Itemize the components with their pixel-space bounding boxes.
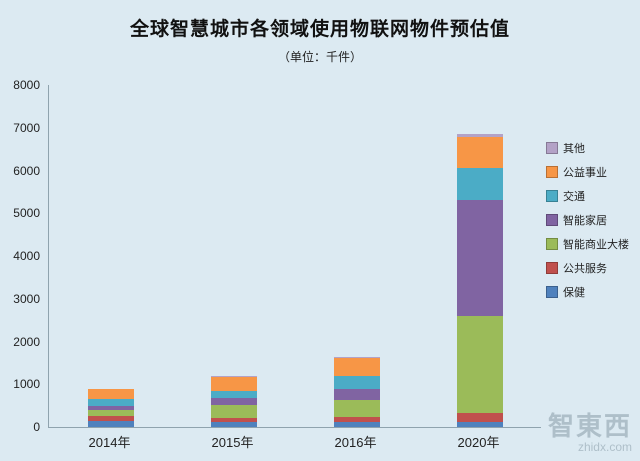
watermark: 智東西 zhidx.com [548, 413, 632, 453]
bar-segment-公共服务 [210, 417, 257, 422]
legend-item: 交通 [546, 188, 638, 204]
bar-segment-智能商业大楼 [210, 404, 257, 418]
legend-item: 其他 [546, 140, 638, 156]
legend-swatch [546, 142, 558, 154]
chart-subtitle: （单位：千件） [277, 50, 362, 64]
bar-segment-其他 [333, 356, 380, 358]
legend-label: 智能家居 [563, 215, 607, 227]
bar-column-2020年 [456, 134, 503, 427]
y-tick-label: 4000 [13, 249, 40, 263]
bar-segment-交通 [456, 168, 503, 201]
bar-column-2015年 [210, 375, 257, 427]
legend-label: 公共服务 [563, 263, 607, 275]
bar-segment-交通 [87, 399, 134, 406]
legend-item: 保健 [546, 284, 638, 300]
y-tick-label: 2000 [13, 334, 40, 349]
legend-swatch [546, 286, 558, 298]
bar-segment-公益事业 [456, 137, 503, 169]
bar-segment-交通 [210, 390, 257, 399]
bar-segment-交通 [333, 376, 380, 389]
legend-swatch [546, 166, 558, 178]
y-tick-label: 0 [33, 420, 40, 434]
bar-segment-其他 [210, 375, 257, 378]
bar-segment-其他 [87, 388, 134, 390]
legend-item: 智能商业大楼 [546, 236, 638, 252]
bar-segment-保健 [87, 420, 134, 427]
bar-segment-保健 [456, 421, 503, 427]
x-tick-label: 2020年 [457, 435, 500, 450]
y-tick-label: 5000 [13, 206, 40, 221]
watermark-url-text: zhidx.com [577, 440, 632, 454]
legend-swatch [546, 238, 558, 250]
y-axis: 0 1000 2000 3000 4000 5000 6000 7000 8000 [0, 78, 44, 434]
y-tick-label: 1000 [13, 377, 40, 392]
bar-segment-智能家居 [333, 388, 380, 400]
y-tick-label: 3000 [13, 291, 40, 306]
x-tick-label: 2015年 [211, 435, 254, 450]
bar-segment-公共服务 [333, 416, 380, 422]
y-tick-label: 8000 [13, 78, 40, 92]
bar-segment-智能家居 [87, 405, 134, 410]
bar-segment-其他 [456, 134, 503, 138]
y-tick-label: 6000 [13, 163, 40, 178]
y-tick-label: 7000 [13, 120, 40, 135]
bar-segment-公益事业 [87, 389, 134, 400]
legend-swatch [546, 262, 558, 274]
bar-segment-智能家居 [210, 398, 257, 405]
chart-title: 全球智慧城市各领域使用物联网物件预估值 [129, 19, 510, 40]
plot-area [48, 85, 541, 428]
bar-column-2014年 [87, 388, 134, 427]
legend-item: 智能家居 [546, 212, 638, 228]
bar-segment-智能商业大楼 [87, 409, 134, 417]
bar-segment-公共服务 [87, 416, 134, 421]
x-axis: 2014年 2015年 2016年 2020年 [48, 432, 540, 452]
watermark-logo: 智東西 [547, 411, 632, 441]
legend-label: 智能商业大楼 [563, 239, 629, 251]
bar-segment-公益事业 [333, 357, 380, 377]
x-tick-label: 2014年 [88, 435, 131, 450]
bar-segment-保健 [210, 421, 257, 427]
bar-segment-智能家居 [456, 200, 503, 316]
bar-segment-公益事业 [210, 377, 257, 391]
bar-segment-智能商业大楼 [333, 399, 380, 417]
legend-label: 保健 [563, 287, 585, 299]
bar-segment-保健 [333, 421, 380, 427]
bar-segment-智能商业大楼 [456, 315, 503, 414]
legend-item: 公共服务 [546, 260, 638, 276]
legend-item: 公益事业 [546, 164, 638, 180]
bar-segment-公共服务 [456, 413, 503, 422]
legend-swatch [546, 214, 558, 226]
x-tick-label: 2016年 [334, 435, 377, 450]
legend-label: 交通 [563, 191, 585, 203]
legend-swatch [546, 190, 558, 202]
legend: 其他公益事业交通智能家居智能商业大楼 公共服务保健 [546, 140, 638, 300]
legend-label: 公益事业 [563, 167, 607, 179]
bar-column-2016年 [333, 356, 380, 427]
legend-label: 其他 [563, 143, 585, 155]
